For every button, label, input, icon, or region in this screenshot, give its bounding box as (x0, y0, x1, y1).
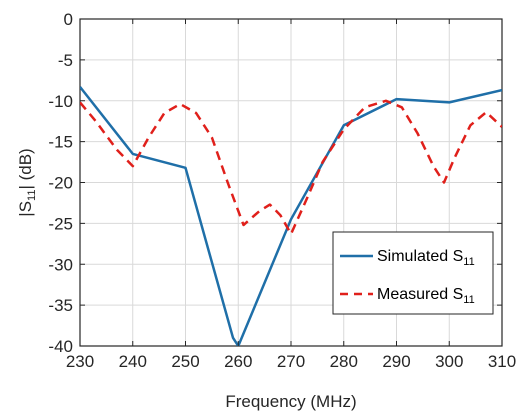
y-tick-label: -10 (48, 92, 73, 111)
x-tick-label: 310 (488, 352, 516, 371)
legend-box (332, 231, 494, 315)
x-tick-label: 250 (171, 352, 199, 371)
y-tick-label: -40 (48, 337, 73, 356)
y-axis-title-suffix: | (dB) (16, 148, 35, 189)
x-tick-label: 260 (224, 352, 252, 371)
y-tick-label: -20 (48, 174, 73, 193)
x-tick-label: 280 (330, 352, 358, 371)
legend-label-simulated-main: Simulated S (377, 248, 463, 265)
y-axis-title-prefix: |S (16, 201, 35, 217)
y-axis-title: |S11| (dB) (16, 148, 38, 216)
measured-s11-line (80, 99, 502, 236)
y-tick-label: -15 (48, 133, 73, 152)
y-tick-label: 0 (64, 10, 73, 29)
y-tick-label: -35 (48, 296, 73, 315)
x-tick-label: 270 (277, 352, 305, 371)
x-tick-label: 290 (382, 352, 410, 371)
x-axis-ticks: 230 240 250 260 270 280 290 300 310 (66, 19, 516, 371)
y-tick-label: -30 (48, 255, 73, 274)
y-axis-title-subscript: 11 (26, 190, 38, 201)
legend: Simulated S11 Measured S11 (332, 231, 494, 315)
simulated-s11-line (80, 86, 502, 346)
legend-label-measured-main: Measured S (377, 286, 463, 303)
series-simulated (80, 86, 502, 346)
legend-label-simulated: Simulated S11 (377, 248, 475, 268)
y-axis-ticks: 0 -5 -10 -15 -20 -25 -30 -35 -40 (48, 10, 502, 356)
legend-label-measured: Measured S11 (377, 286, 475, 306)
x-tick-label: 300 (435, 352, 463, 371)
y-tick-label: -25 (48, 214, 73, 233)
x-tick-label: 230 (66, 352, 94, 371)
x-axis-title: Frequency (MHz) (225, 392, 356, 411)
y-tick-label: -5 (58, 51, 73, 70)
x-tick-label: 240 (119, 352, 147, 371)
legend-label-measured-sub: 11 (463, 294, 474, 306)
series-lines (80, 86, 502, 346)
series-measured (80, 99, 502, 236)
legend-label-simulated-sub: 11 (463, 256, 474, 268)
